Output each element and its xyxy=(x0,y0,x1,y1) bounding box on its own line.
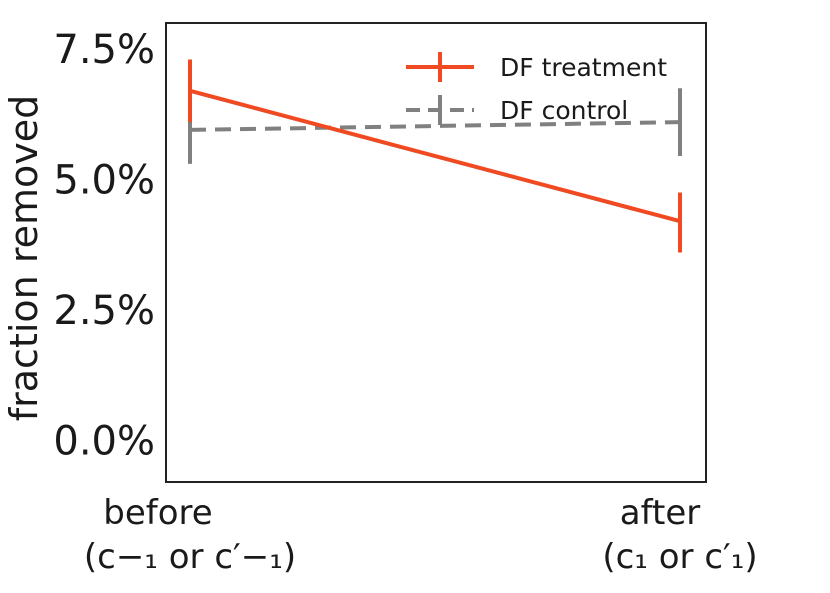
y-tick-labels: 0.0% 2.5% 5.0% 7.5% xyxy=(53,27,155,464)
series-line-treatment xyxy=(189,88,681,224)
legend-label-control: DF control xyxy=(500,96,628,125)
y-tick-label: 0.0% xyxy=(53,418,155,464)
y-tick-label: 2.5% xyxy=(53,288,155,334)
series-line-control xyxy=(189,120,681,132)
x-sublabel-before: (c−₁ or c′−₁) xyxy=(84,537,296,577)
legend-label-treatment: DF treatment xyxy=(500,53,667,82)
y-tick-label: 7.5% xyxy=(53,27,155,73)
legend: DF treatment DF control xyxy=(406,52,667,125)
y-axis-label: fraction removed xyxy=(2,95,46,421)
series-layer xyxy=(188,59,682,253)
x-sublabel-after: (c₁ or c′₁) xyxy=(602,537,757,577)
x-tick-label-after: after xyxy=(620,493,700,533)
plot-frame xyxy=(165,22,707,483)
x-tick-label-before: before xyxy=(103,493,212,533)
y-tick-label: 5.0% xyxy=(53,157,155,203)
